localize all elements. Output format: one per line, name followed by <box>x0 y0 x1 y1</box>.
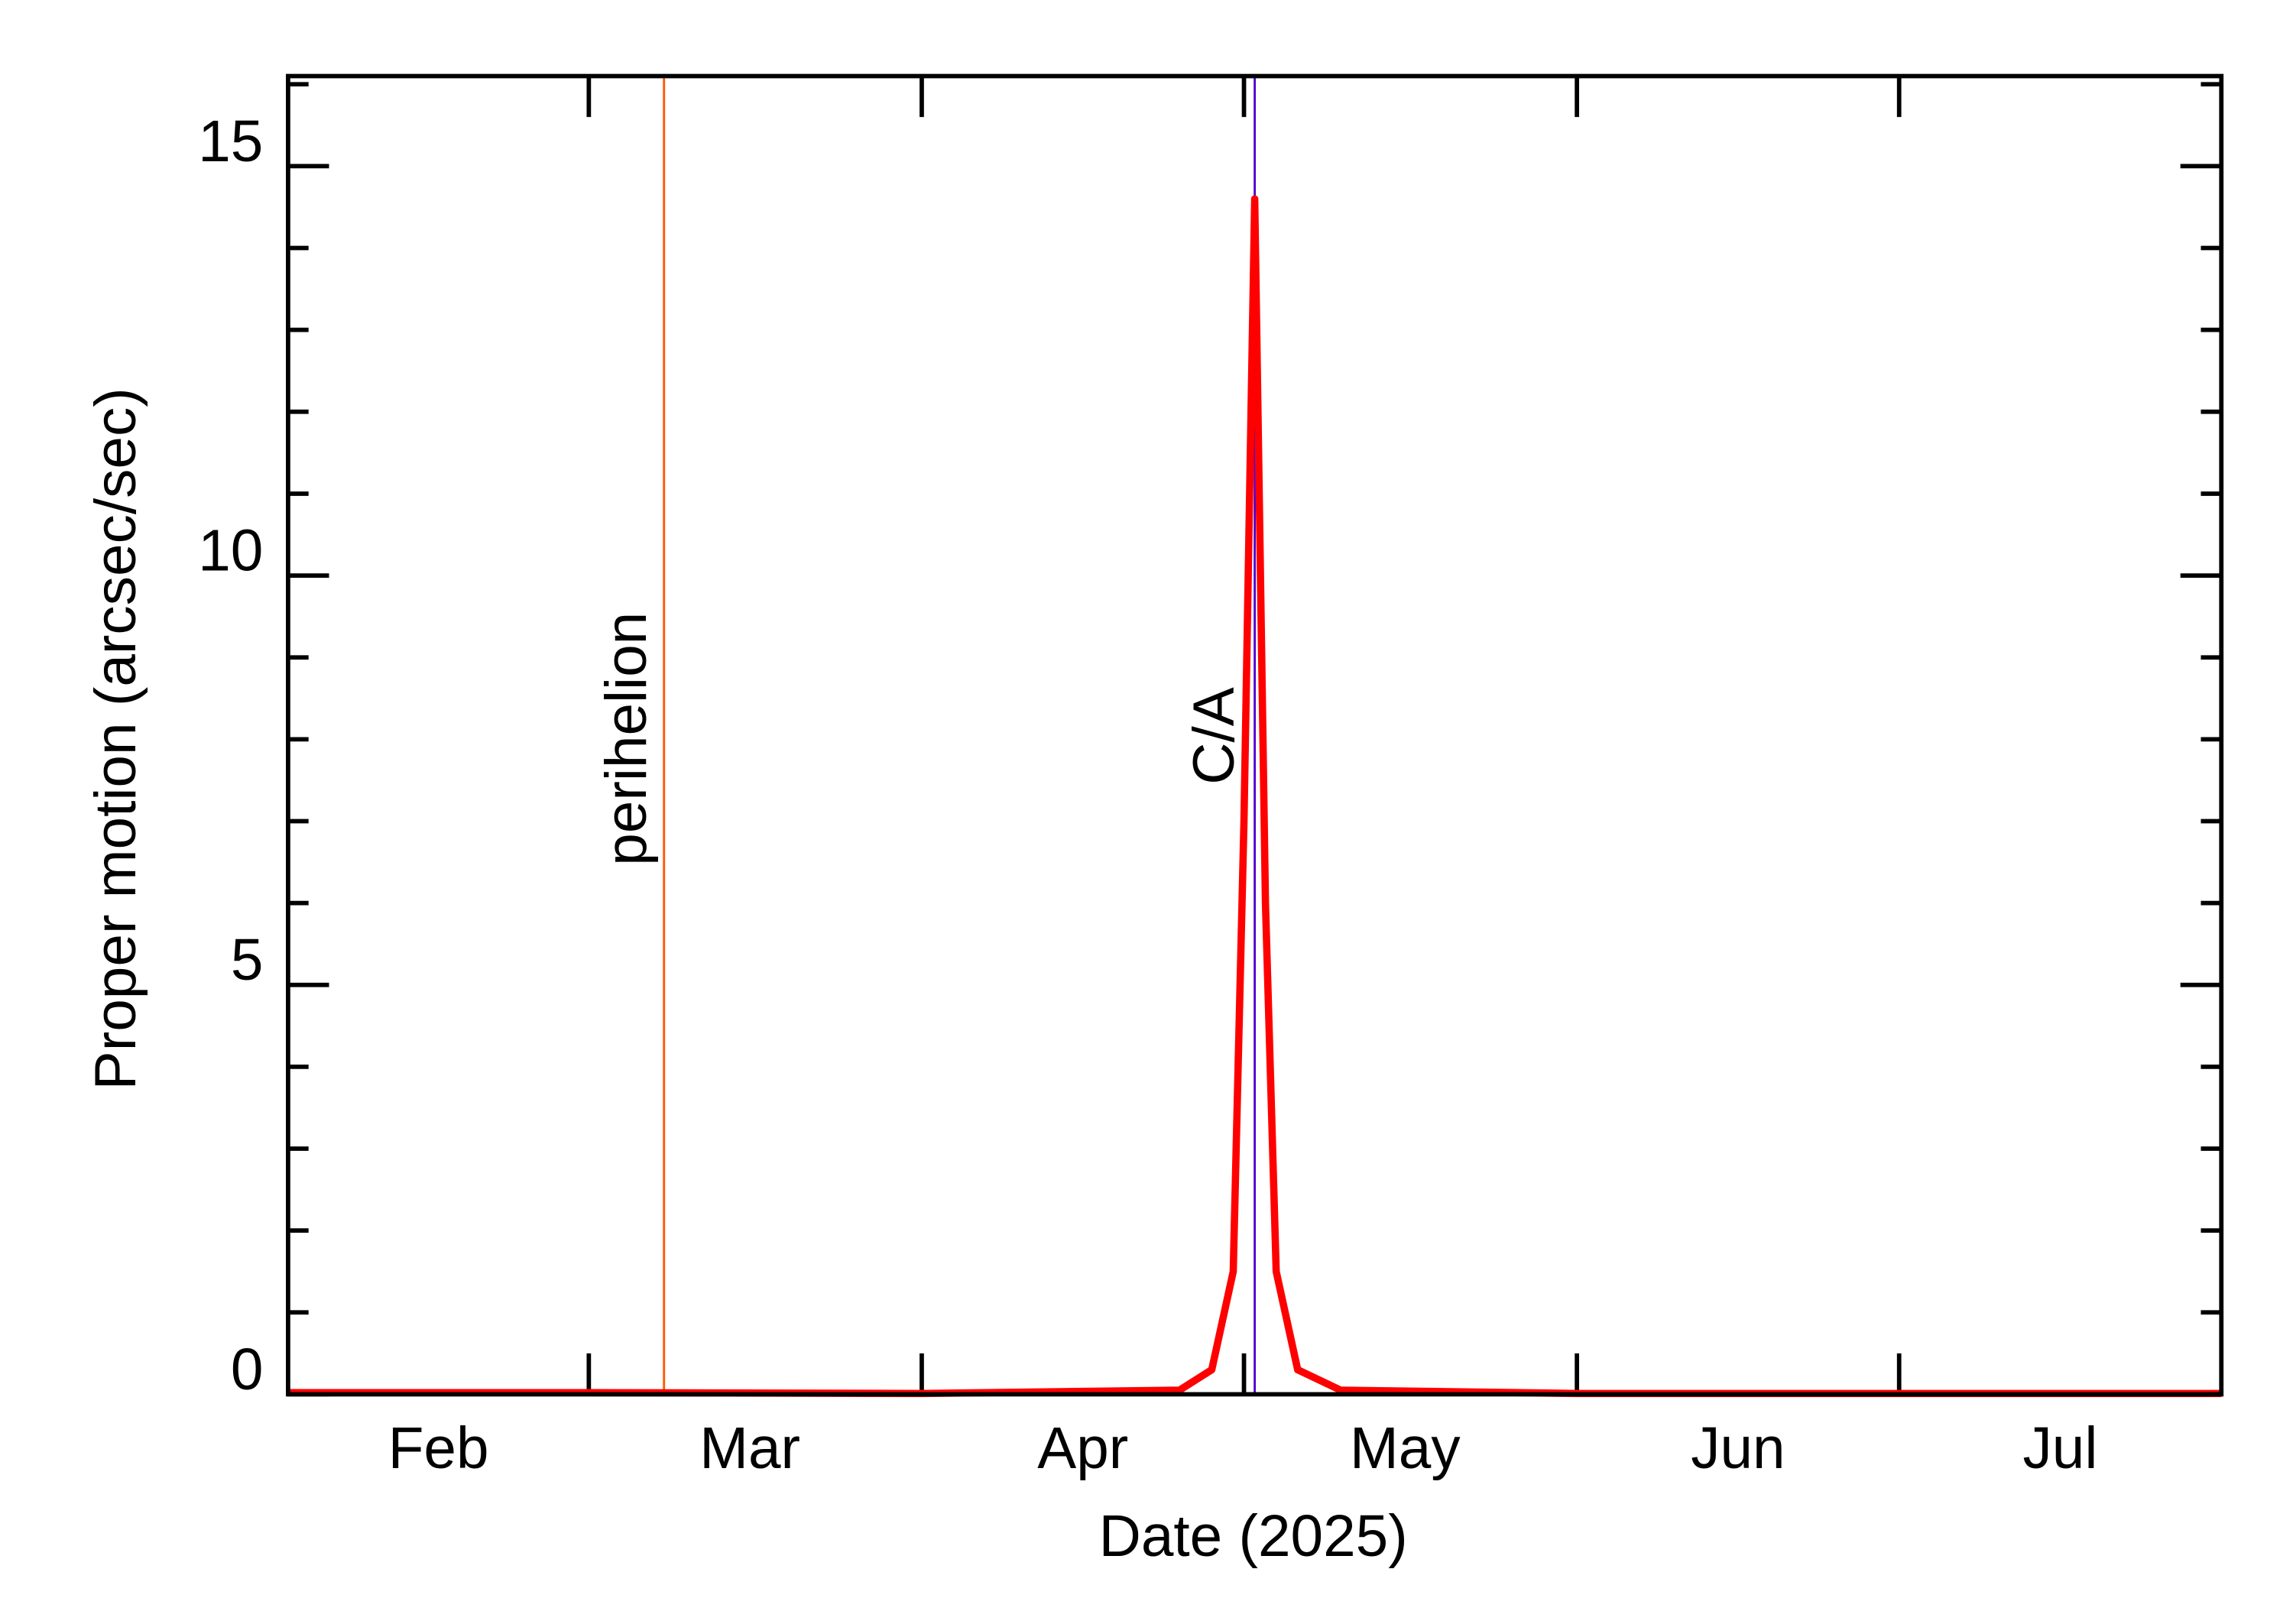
y-tick-label: 5 <box>231 928 264 993</box>
x-tick-label: Mar <box>699 1416 800 1481</box>
y-tick-label: 0 <box>231 1337 264 1402</box>
plot-frame <box>286 73 2224 1397</box>
x-tick-label: Jul <box>2023 1416 2098 1481</box>
event-label: C/A <box>1182 687 1247 785</box>
x-tick-label: May <box>1350 1416 1461 1481</box>
x-tick-label: Jun <box>1691 1416 1785 1481</box>
x-tick-label: Apr <box>1037 1416 1128 1481</box>
event-label: perihelion <box>594 612 659 866</box>
y-tick-label: 10 <box>198 518 263 583</box>
x-tick-label: Feb <box>388 1416 489 1481</box>
y-axis-title: Proper motion (arcsec/sec) <box>83 387 148 1090</box>
y-tick-label: 15 <box>198 109 263 174</box>
x-axis-title: Date (2025) <box>1099 1504 1408 1569</box>
